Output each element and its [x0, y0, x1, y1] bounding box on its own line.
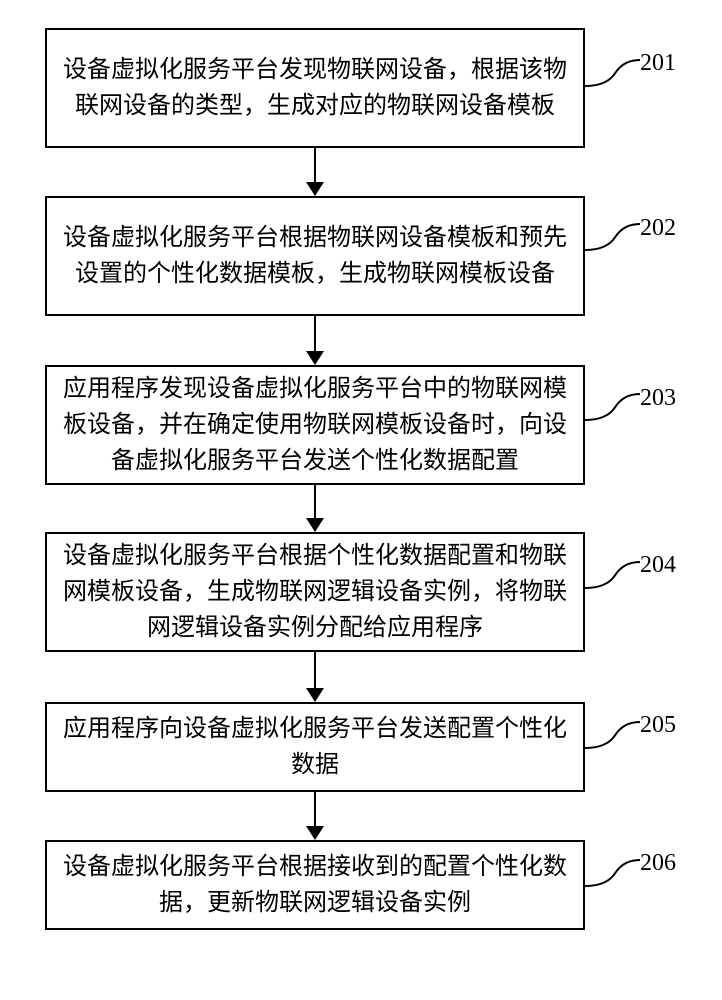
flow-node-n4: 设备虚拟化服务平台根据个性化数据配置和物联网模板设备，生成物联网逻辑设备实例，将… [45, 532, 585, 652]
flow-node-text: 设备虚拟化服务平台根据物联网设备模板和预先设置的个性化数据模板，生成物联网模板设… [59, 220, 571, 292]
flow-node-n2: 设备虚拟化服务平台根据物联网设备模板和预先设置的个性化数据模板，生成物联网模板设… [45, 196, 585, 316]
flow-node-label-n3: 203 [640, 385, 676, 412]
label-connector-1 [585, 58, 640, 90]
flow-node-label-n6: 206 [640, 850, 676, 877]
flow-node-n3: 应用程序发现设备虚拟化服务平台中的物联网模板设备，并在确定使用物联网模板设备时，… [45, 365, 585, 485]
flow-node-text: 应用程序向设备虚拟化服务平台发送配置个性化数据 [59, 711, 571, 783]
flow-node-label-n4: 204 [640, 552, 676, 579]
flow-node-n6: 设备虚拟化服务平台根据接收到的配置个性化数据，更新物联网逻辑设备实例 [45, 840, 585, 930]
label-connector-3 [585, 392, 640, 424]
flow-node-n5: 应用程序向设备虚拟化服务平台发送配置个性化数据 [45, 702, 585, 792]
flow-node-text: 设备虚拟化服务平台发现物联网设备，根据该物联网设备的类型，生成对应的物联网设备模… [59, 52, 571, 124]
flow-node-text: 设备虚拟化服务平台根据接收到的配置个性化数据，更新物联网逻辑设备实例 [59, 849, 571, 921]
label-connector-6 [585, 858, 640, 890]
label-connector-2 [585, 222, 640, 254]
label-connector-5 [585, 720, 640, 752]
flow-node-text: 设备虚拟化服务平台根据个性化数据配置和物联网模板设备，生成物联网逻辑设备实例，将… [59, 538, 571, 646]
flow-arrow-5 [306, 792, 324, 840]
flow-node-label-n1: 201 [640, 50, 676, 77]
flow-node-n1: 设备虚拟化服务平台发现物联网设备，根据该物联网设备的类型，生成对应的物联网设备模… [45, 28, 585, 148]
flow-arrow-4 [306, 652, 324, 702]
flowchart-container: 设备虚拟化服务平台发现物联网设备，根据该物联网设备的类型，生成对应的物联网设备模… [0, 0, 722, 1000]
label-connector-4 [585, 560, 640, 592]
flow-arrow-3 [306, 485, 324, 532]
flow-arrow-1 [306, 148, 324, 196]
flow-node-text: 应用程序发现设备虚拟化服务平台中的物联网模板设备，并在确定使用物联网模板设备时，… [59, 371, 571, 479]
flow-node-label-n2: 202 [640, 215, 676, 242]
flow-node-label-n5: 205 [640, 712, 676, 739]
flow-arrow-2 [306, 316, 324, 365]
